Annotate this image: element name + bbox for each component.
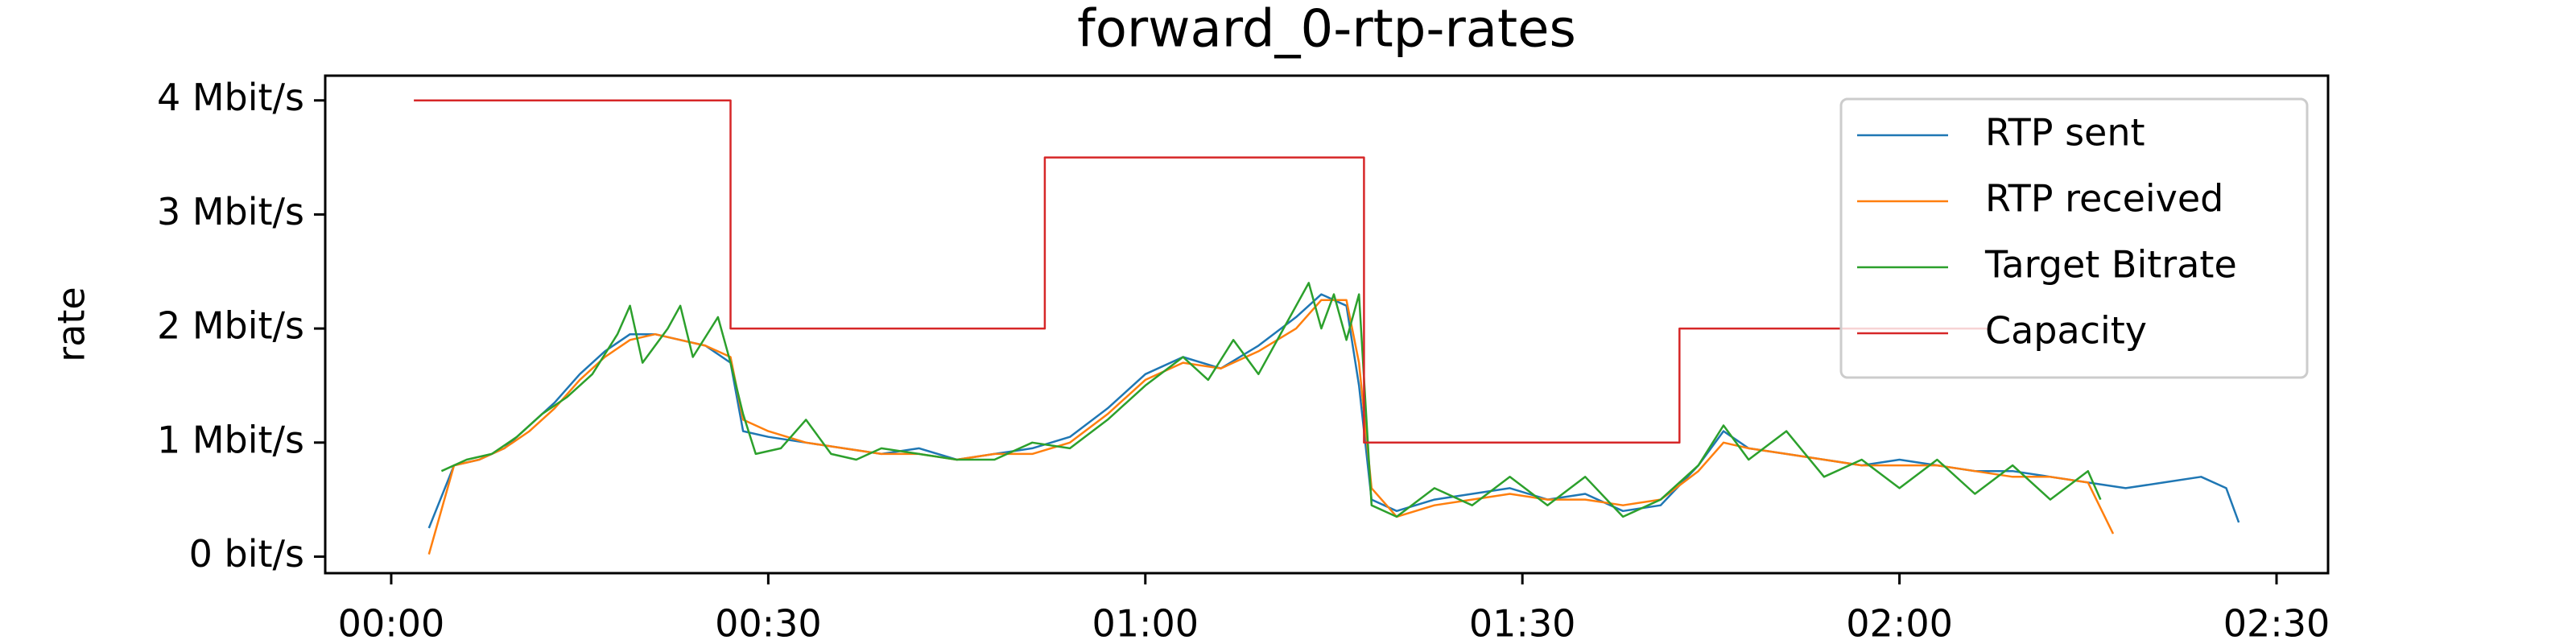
legend-label: Capacity xyxy=(1985,309,2147,353)
plot-frame xyxy=(324,74,2330,575)
legend-label: Target Bitrate xyxy=(1984,243,2237,287)
series-line xyxy=(440,282,2102,518)
x-tick-label: 02:30 xyxy=(2223,602,2330,644)
legend-label: RTP received xyxy=(1985,177,2223,221)
series-line xyxy=(427,299,2115,555)
legend-label: RTP sent xyxy=(1985,111,2145,155)
y-tick-label: 0 bit/s xyxy=(189,532,304,576)
y-tick-label: 1 Mbit/s xyxy=(157,418,304,461)
y-tick-label: 3 Mbit/s xyxy=(157,190,304,233)
chart-title: forward_0-rtp-rates xyxy=(1077,0,1576,60)
x-tick-label: 00:30 xyxy=(715,602,822,644)
x-tick-label: 01:30 xyxy=(1469,602,1576,644)
y-axis-label: rate xyxy=(50,287,93,361)
x-tick-label: 01:00 xyxy=(1092,602,1199,644)
x-tick-label: 00:00 xyxy=(338,602,445,644)
x-tick-label: 02:00 xyxy=(1846,602,1953,644)
series-line xyxy=(414,99,1988,444)
y-tick-label: 2 Mbit/s xyxy=(157,304,304,348)
legend-box xyxy=(1839,97,2309,379)
y-tick-label: 4 Mbit/s xyxy=(157,76,304,119)
